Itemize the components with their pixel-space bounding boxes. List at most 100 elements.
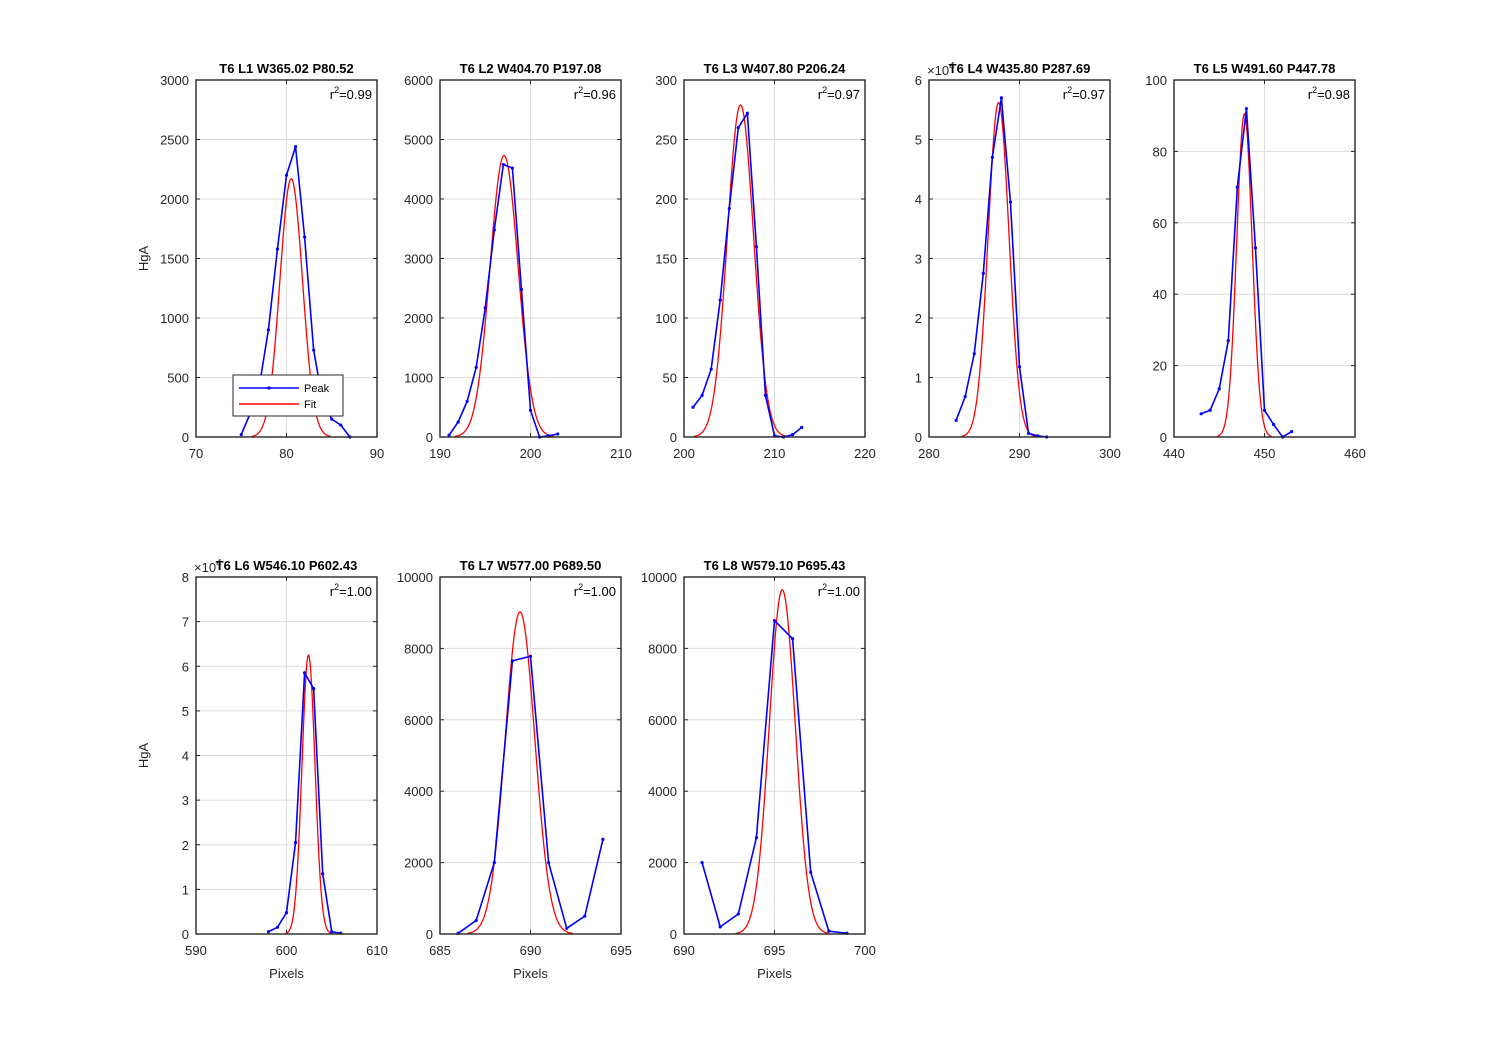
peak-point <box>293 840 298 845</box>
fit-curve <box>693 104 788 438</box>
peak-point <box>718 298 722 302</box>
subplot-title: T6 L7 W577.00 P689.50 <box>460 558 602 573</box>
y-tick-label: 2 <box>915 311 922 326</box>
peak-point <box>1271 422 1276 427</box>
x-axis-label: Pixels <box>269 966 304 981</box>
peak-point <box>700 393 704 397</box>
peak-point <box>330 417 334 421</box>
axes-box <box>1173 79 1356 438</box>
y-tick-label: 8 <box>182 570 189 585</box>
y-tick-label: 0 <box>182 430 189 445</box>
legend-box <box>232 374 344 417</box>
y-tick-label: 10000 <box>397 570 433 585</box>
subplot-title: T6 L2 W404.70 P197.08 <box>460 61 602 76</box>
fit-curve <box>1216 113 1272 438</box>
peak-point <box>727 206 731 211</box>
r-squared-symbol: r <box>818 87 823 102</box>
y-tick-label: 2000 <box>404 856 433 871</box>
r-squared-value: =0.97 <box>1072 87 1105 102</box>
peak-point <box>239 433 243 437</box>
peak-point <box>303 235 307 239</box>
y-tick-label: 8000 <box>404 641 433 656</box>
y-tick-label: 0 <box>182 927 189 942</box>
y-axis-label: HgA <box>136 246 151 272</box>
peak-point <box>981 271 985 275</box>
peak-point <box>691 405 695 409</box>
y-tick-label: 2 <box>182 838 189 853</box>
peak-point <box>312 348 316 352</box>
y-exponent-base: ×10 <box>194 560 216 575</box>
peak-point <box>312 686 316 691</box>
r-squared-label: r2=1.00 <box>330 582 372 599</box>
peak-point <box>492 861 496 865</box>
peak-point <box>275 247 280 251</box>
peak-point <box>1290 430 1294 434</box>
y-tick-label: 1000 <box>160 311 189 326</box>
y-tick-label: 3000 <box>404 252 433 267</box>
peak-point <box>709 367 713 371</box>
subplot-3: 200 210 220 0 50 100 150 200 250 300 T6 L3 W407.80… <box>655 61 876 461</box>
x-tick-label: 690 <box>673 943 695 958</box>
r-squared-label: r2=0.97 <box>1063 85 1105 102</box>
peak-point <box>700 861 704 865</box>
x-tick-label: 280 <box>918 446 940 461</box>
y-tick-label: 4000 <box>404 784 433 799</box>
peak-point <box>791 433 795 437</box>
r-squared-value: =1.00 <box>827 584 860 599</box>
peak-point <box>954 418 958 422</box>
fit-curve <box>251 178 331 438</box>
y-tick-label: 0 <box>915 430 922 445</box>
fit-curve <box>735 589 829 935</box>
r-squared-symbol: r <box>574 584 579 599</box>
peak-point <box>284 173 289 177</box>
subplot-title: T6 L8 W579.10 P695.43 <box>704 558 846 573</box>
r-squared-symbol: r <box>818 584 823 599</box>
y-tick-label: 0 <box>426 430 433 445</box>
x-tick-label: 300 <box>1099 446 1121 461</box>
r-squared-label: r2=1.00 <box>574 582 616 599</box>
y-tick-label: 2000 <box>404 311 433 326</box>
r-squared-value: =0.97 <box>827 87 860 102</box>
r-squared-value: =0.98 <box>1317 87 1350 102</box>
x-tick-label: 200 <box>673 446 695 461</box>
x-tick-label: 90 <box>370 446 384 461</box>
peak-point <box>772 618 777 623</box>
peak-point <box>284 910 289 915</box>
y-tick-label: 6000 <box>404 73 433 88</box>
peak-point <box>1235 185 1239 189</box>
subplot-7: 685 690 695 0 2000 4000 6000 8000 10000 T6 L7 W57… <box>397 558 632 981</box>
subplot-1: 70 80 90 0 500 1000 1500 2000 2500 3000 T6 L1 W365… <box>136 61 384 461</box>
peak-point <box>321 872 325 876</box>
peak-point <box>556 432 560 436</box>
peak-point <box>1017 365 1022 369</box>
y-tick-label: 4000 <box>648 784 677 799</box>
y-tick-label: 3000 <box>160 73 189 88</box>
y-tick-label: 100 <box>655 311 677 326</box>
peak-point <box>1199 412 1203 416</box>
y-tick-label: 40 <box>1153 287 1167 302</box>
y-tick-label: 3 <box>182 793 189 808</box>
y-tick-label: 6000 <box>648 713 677 728</box>
peak-point <box>736 912 740 916</box>
r-squared-value: =0.96 <box>583 87 616 102</box>
y-tick-label: 6000 <box>404 713 433 728</box>
peak-point <box>963 394 967 399</box>
peak-point <box>1208 408 1212 412</box>
y-tick-label: 0 <box>1160 430 1167 445</box>
r-squared-power: 2 <box>334 582 339 592</box>
y-tick-label: 0 <box>670 927 677 942</box>
peak-point <box>339 423 343 427</box>
x-tick-label: 685 <box>429 943 451 958</box>
peak-point <box>510 166 514 170</box>
x-tick-label: 210 <box>764 446 786 461</box>
peak-point <box>528 408 533 412</box>
peak-point <box>474 365 478 369</box>
subplot-title: T6 L4 W435.80 P287.69 <box>949 61 1091 76</box>
axes-box <box>439 79 622 438</box>
r-squared-label: r2=0.98 <box>1308 85 1350 102</box>
x-tick-label: 80 <box>279 446 293 461</box>
y-tick-label: 5 <box>182 704 189 719</box>
peak-point <box>519 287 524 292</box>
peak-point <box>474 918 478 923</box>
